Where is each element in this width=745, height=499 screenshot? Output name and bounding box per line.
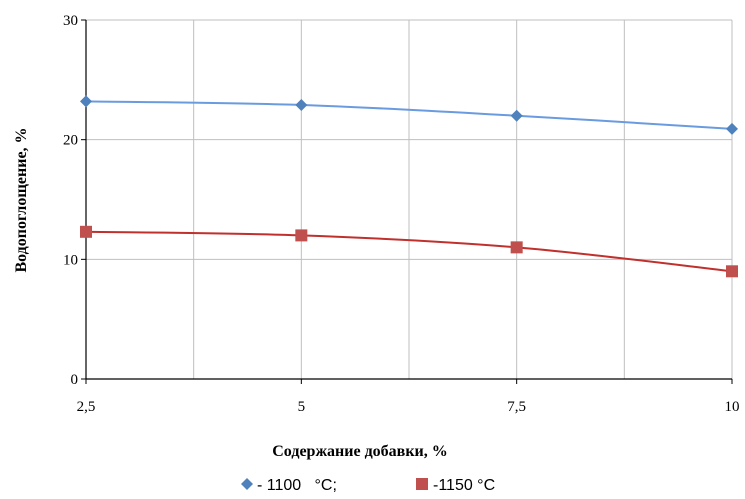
- y-tick-label: 10: [63, 252, 78, 268]
- series-line-0: [85, 100, 733, 130]
- data-point-diamond: [80, 95, 92, 108]
- legend-label-1150: -1150 °C: [433, 477, 495, 494]
- legend-label-1100: - 1100 °C;: [257, 477, 337, 494]
- legend-marker-diamond: [241, 478, 253, 490]
- x-tick-label: 10: [725, 399, 740, 415]
- data-point-square: [726, 265, 738, 278]
- x-tick-label: 2,5: [77, 399, 96, 415]
- y-tick-label: 30: [63, 13, 78, 29]
- legend: - 1100 °C; -1150 °C: [241, 477, 495, 494]
- data-point-diamond: [295, 98, 308, 111]
- data-point-diamond: [726, 122, 738, 135]
- legend-item-1100: - 1100 °C;: [241, 477, 337, 494]
- series: [80, 95, 738, 278]
- axes: [81, 19, 733, 384]
- x-tick-label: 5: [298, 399, 306, 415]
- y-axis-title: Водопоглощение, %: [13, 127, 30, 272]
- legend-marker-square: [416, 478, 428, 490]
- x-tick-label: 7,5: [507, 399, 526, 415]
- y-tick-label: 0: [71, 372, 79, 388]
- data-point-square: [510, 241, 523, 254]
- x-axis-title: Содержание добавки, %: [272, 443, 448, 460]
- y-tick-label: 20: [63, 133, 78, 149]
- data-point-square: [295, 229, 308, 242]
- data-point-diamond: [510, 109, 523, 122]
- tick-labels: 0 10 20 30 2,5 5 7,5 10: [63, 13, 740, 415]
- grid: [86, 19, 733, 379]
- data-point-square: [80, 225, 92, 238]
- legend-item-1150: -1150 °C: [416, 477, 495, 494]
- series-line-1: [85, 230, 733, 273]
